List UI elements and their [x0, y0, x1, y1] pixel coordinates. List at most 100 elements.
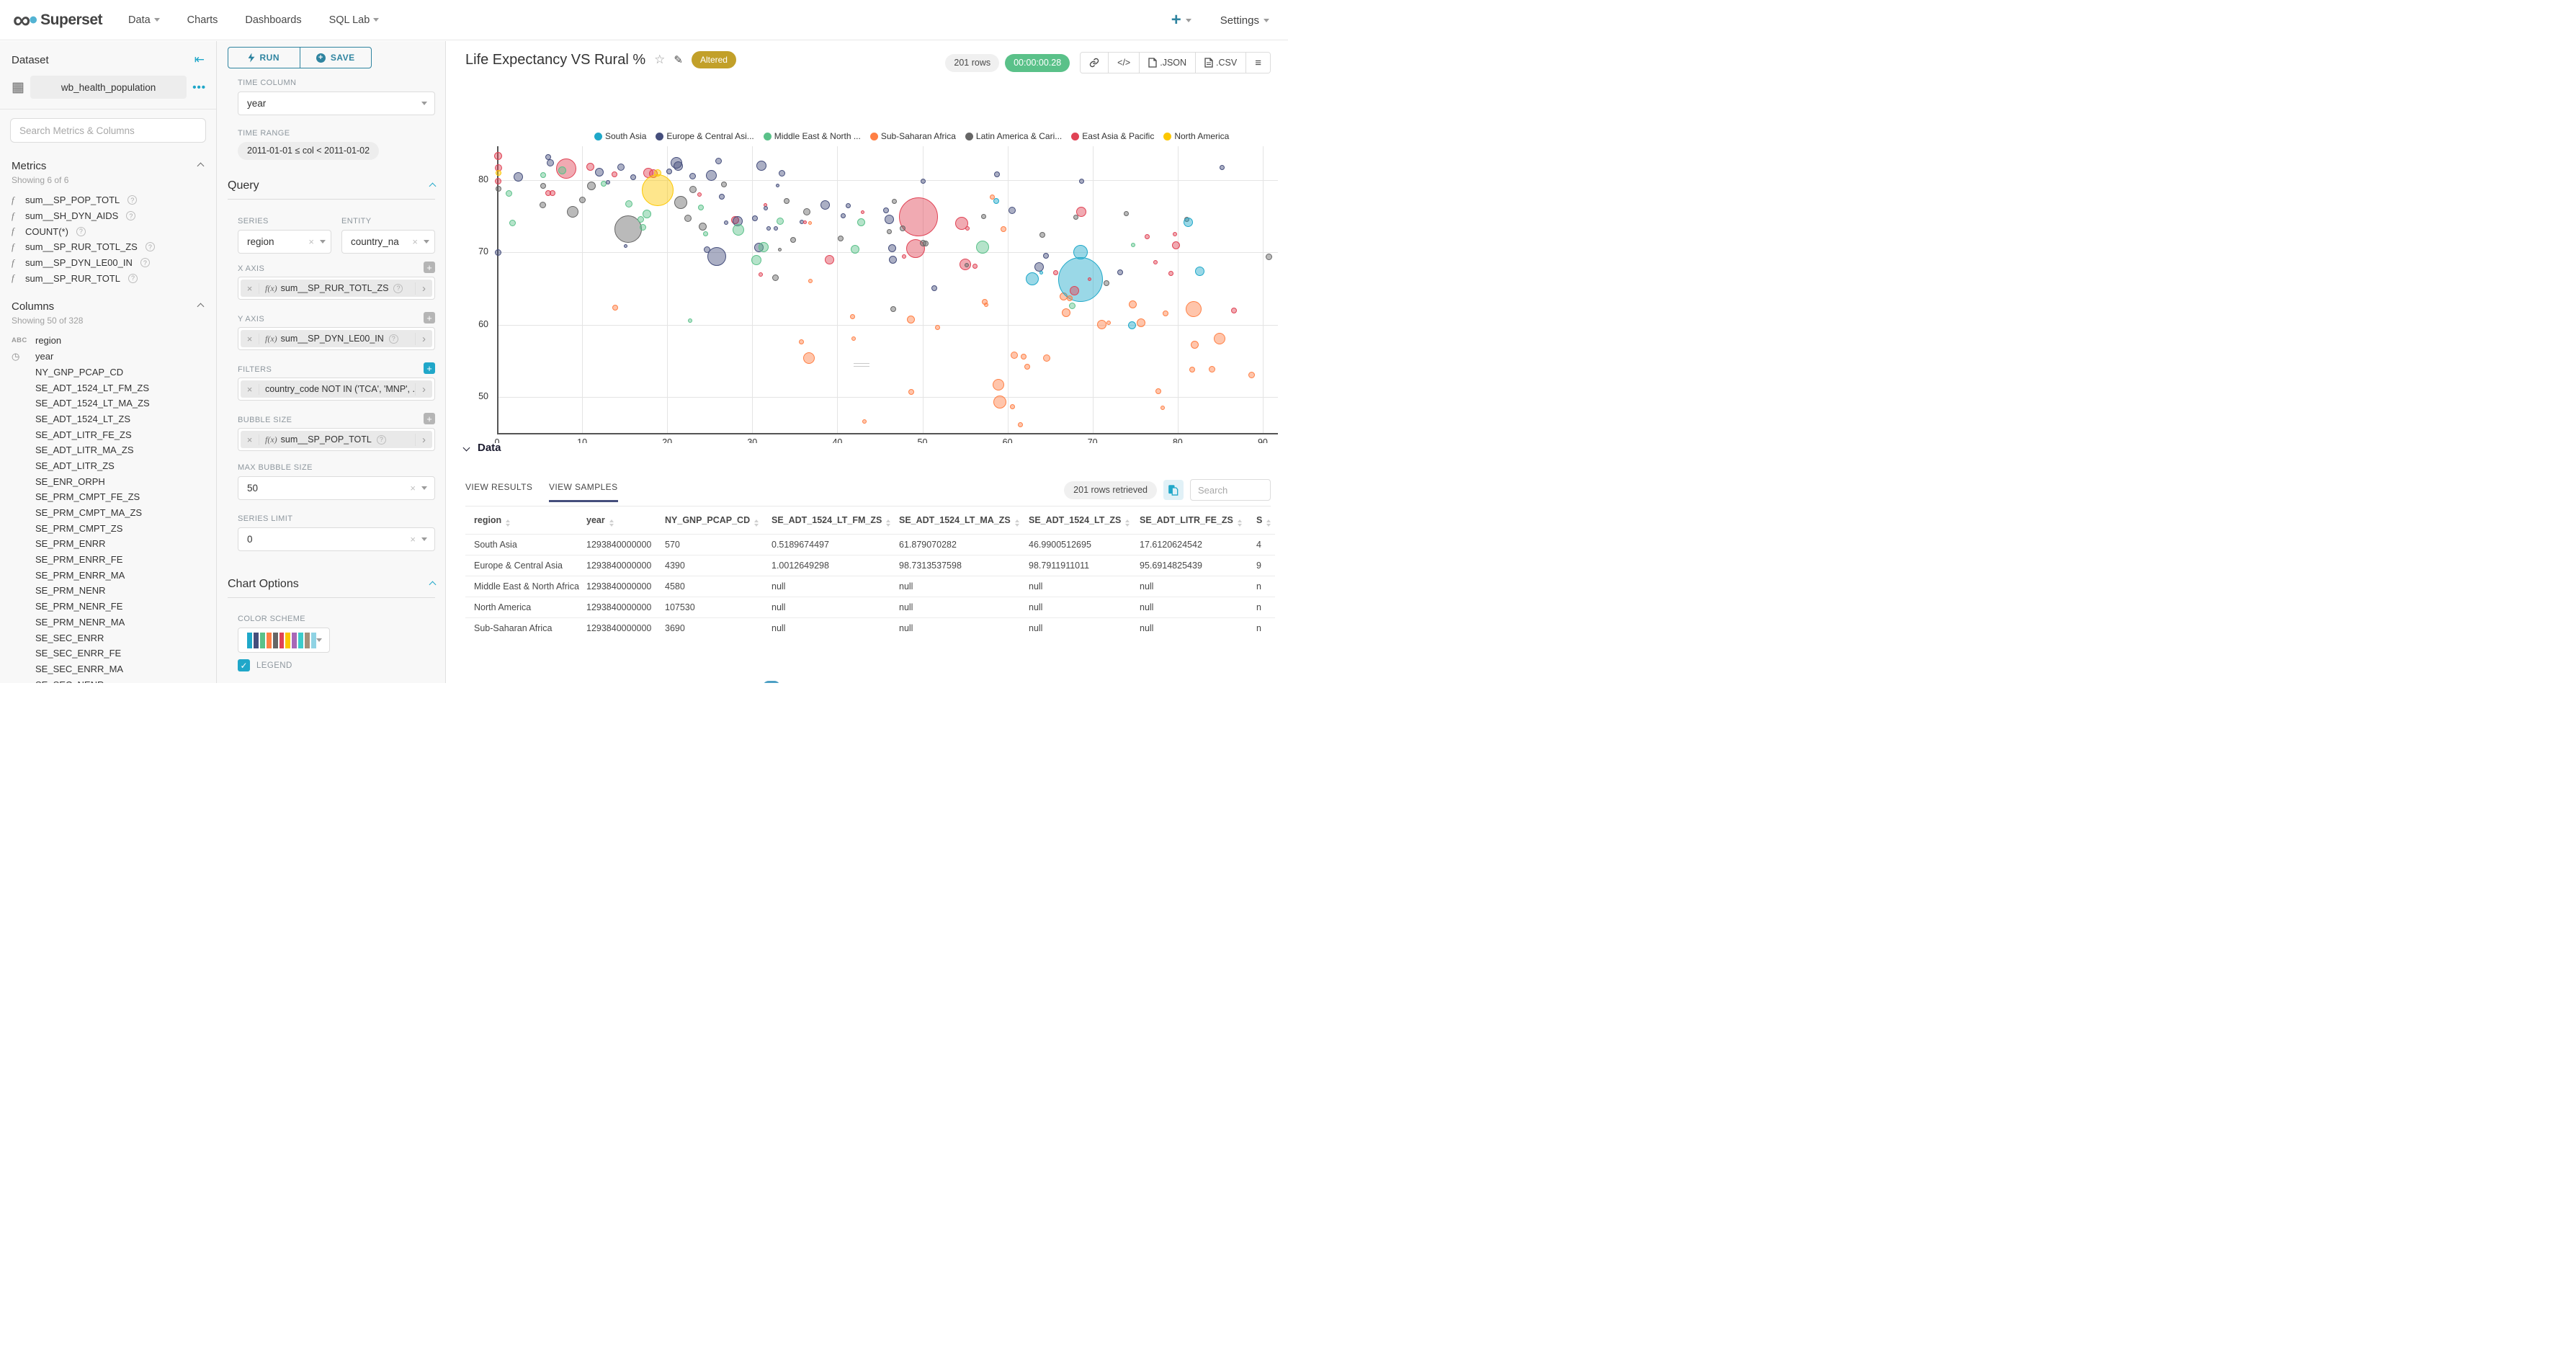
data-bubble[interactable] [1106, 320, 1112, 325]
clear-icon[interactable]: × [308, 236, 314, 247]
data-bubble[interactable] [642, 210, 651, 219]
data-bubble[interactable] [540, 172, 546, 178]
tab-view-samples[interactable]: VIEW SAMPLES [549, 482, 618, 502]
legend-item[interactable]: South Asia [594, 131, 646, 141]
remove-icon[interactable]: × [241, 434, 259, 445]
dataset-more-icon[interactable]: ••• [192, 81, 206, 94]
data-bubble[interactable] [886, 228, 892, 234]
data-bubble[interactable] [733, 224, 745, 236]
data-bubble[interactable] [1144, 233, 1150, 239]
data-bubble[interactable] [1131, 243, 1136, 248]
page-5[interactable]: 5 [861, 681, 878, 683]
metric-item[interactable]: f sum__SP_RUR_TOTL ? [0, 270, 216, 286]
data-bubble[interactable] [1189, 366, 1195, 372]
data-bubble[interactable] [612, 304, 619, 311]
data-bubble[interactable] [923, 241, 929, 247]
series-limit-select[interactable]: 0 × [238, 527, 435, 551]
data-bubble[interactable] [1117, 269, 1123, 276]
entity-select[interactable]: country_na × [341, 230, 435, 254]
data-bubble[interactable] [1248, 372, 1255, 379]
data-bubble[interactable] [1168, 270, 1173, 276]
data-bubble[interactable] [1042, 354, 1050, 362]
data-bubble[interactable] [756, 160, 767, 171]
data-bubble[interactable] [567, 206, 579, 218]
chart-resize-handle[interactable] [854, 361, 869, 369]
data-bubble[interactable] [612, 171, 617, 177]
data-bubble[interactable] [838, 236, 844, 242]
data-bubble[interactable] [699, 222, 707, 231]
data-bubble[interactable] [993, 198, 1000, 205]
max-bubble-size-select[interactable]: 50 × [238, 476, 435, 500]
data-bubble[interactable] [1024, 363, 1030, 370]
data-bubble[interactable] [759, 272, 764, 277]
column-item[interactable]: SE_ADT_LITR_MA_ZS [35, 445, 134, 456]
data-bubble[interactable] [625, 200, 633, 208]
column-item[interactable]: SE_ENR_ORPH [35, 476, 105, 487]
data-bubble[interactable] [972, 263, 978, 269]
data-bubble[interactable] [803, 220, 807, 224]
column-header[interactable]: SE_ADT_LITR_FE_ZS [1140, 511, 1256, 535]
data-bubble[interactable] [964, 263, 969, 268]
data-bubble[interactable] [776, 183, 780, 187]
superset-logo[interactable]: ∞• Superset [13, 8, 103, 32]
data-bubble[interactable] [614, 215, 642, 244]
data-bubble[interactable] [888, 255, 897, 264]
data-bubble[interactable] [509, 219, 516, 226]
column-item[interactable]: SE_SEC_ENRR [35, 632, 104, 643]
data-bubble[interactable] [623, 244, 627, 248]
bubble-size-metric[interactable]: f(x) sum__SP_POP_TOTL ? [259, 434, 415, 445]
data-bubble[interactable] [1171, 241, 1180, 249]
data-bubble[interactable] [984, 302, 989, 307]
export-json-button[interactable]: .JSON [1140, 53, 1197, 73]
data-bubble[interactable] [892, 198, 897, 204]
series-select[interactable]: region × [238, 230, 331, 254]
column-item[interactable]: SE_SEC_ENRR_MA [35, 663, 124, 674]
x-axis-metric[interactable]: f(x) sum__SP_RUR_TOTL_ZS ? [259, 283, 415, 294]
column-item[interactable]: SE_PRM_ENRR_FE [35, 554, 123, 566]
filter-item[interactable]: country_code NOT IN ('TCA', 'MNP', ... [265, 384, 415, 394]
data-bubble[interactable] [766, 226, 771, 231]
time-column-select[interactable]: year [238, 91, 435, 115]
metrics-columns-search-input[interactable] [10, 118, 206, 143]
data-bubble[interactable] [1042, 253, 1049, 259]
data-bubble[interactable] [808, 220, 813, 225]
nav-item-data[interactable]: Data [128, 14, 160, 26]
chevron-right-icon[interactable]: › [415, 383, 432, 396]
data-bubble[interactable] [799, 339, 805, 345]
data-bubble[interactable] [688, 318, 693, 323]
column-item[interactable]: SE_ADT_1524_LT_ZS [35, 413, 130, 424]
data-bubble[interactable] [825, 254, 835, 264]
data-bubble[interactable] [921, 178, 926, 184]
data-bubble[interactable] [697, 192, 702, 197]
run-button[interactable]: RUN [228, 48, 300, 68]
column-header[interactable]: SE_ADT_1524_LT_FM_ZS [772, 511, 899, 535]
page-next[interactable]: » [885, 681, 903, 683]
column-item[interactable]: ABC region [12, 335, 62, 347]
data-bubble[interactable] [721, 182, 728, 187]
data-bubble[interactable] [1195, 266, 1204, 276]
remove-icon[interactable]: × [241, 333, 259, 344]
data-bubble[interactable] [1153, 260, 1158, 265]
copy-data-icon[interactable] [1163, 480, 1184, 500]
data-bubble[interactable] [1010, 404, 1016, 410]
data-bubble[interactable] [723, 220, 728, 226]
chevron-up-icon[interactable] [429, 581, 437, 588]
page-1[interactable]: 1 [763, 681, 780, 683]
data-bubble[interactable] [981, 213, 986, 219]
data-bubble[interactable] [1183, 217, 1193, 227]
data-bubble[interactable] [684, 214, 692, 222]
data-bubble[interactable] [1070, 286, 1080, 295]
data-bubble[interactable] [954, 217, 968, 231]
data-bubble[interactable] [802, 208, 810, 216]
data-bubble[interactable] [790, 236, 796, 243]
new-button[interactable]: + [1171, 12, 1191, 29]
data-bubble[interactable] [900, 226, 906, 232]
chart-menu-icon[interactable]: ≡ [1246, 53, 1270, 73]
collapse-panel-icon[interactable]: ⇤ [194, 53, 205, 66]
data-bubble[interactable] [666, 169, 672, 174]
data-bubble[interactable] [931, 285, 937, 292]
data-bubble[interactable] [587, 181, 596, 190]
page-2[interactable]: 2 [787, 681, 805, 683]
clear-icon[interactable]: × [410, 534, 416, 545]
metric-item[interactable]: f sum__SP_DYN_LE00_IN ? [0, 255, 216, 271]
